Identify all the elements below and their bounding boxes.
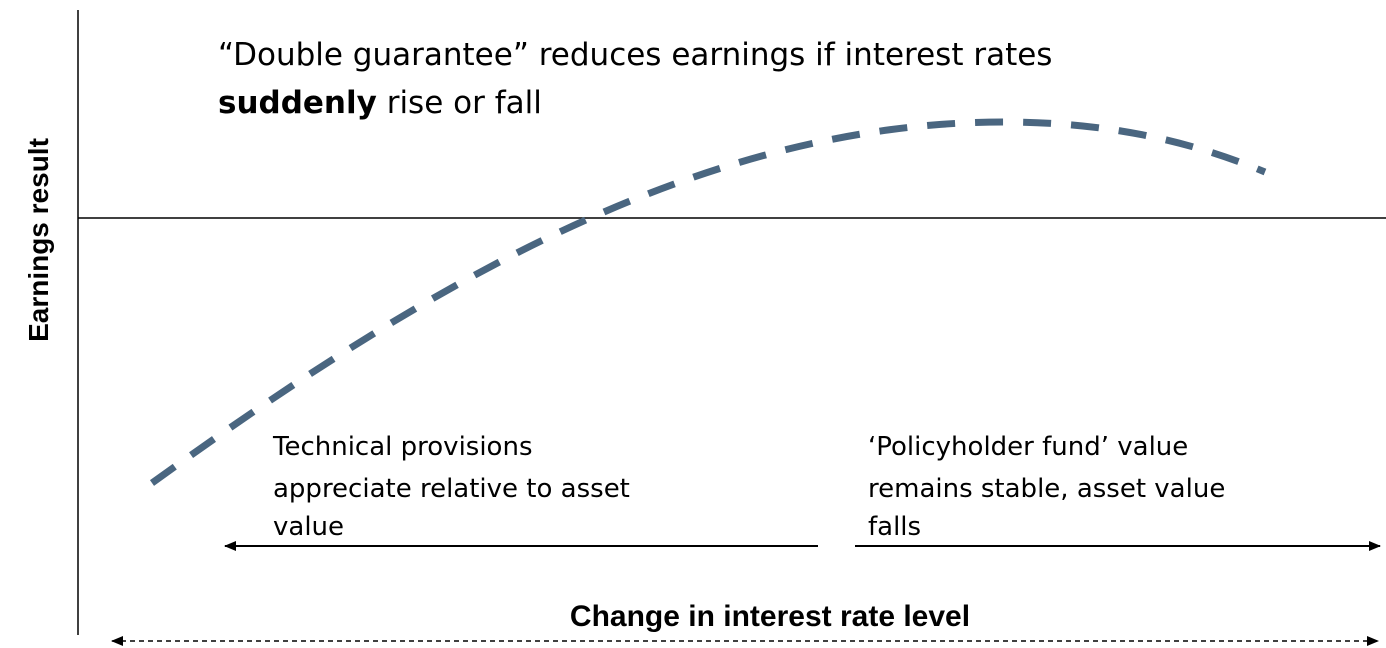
annotation-line: ‘Policyholder fund’ value [868,432,1188,462]
annotation-line: falls [868,512,921,542]
headline-line1: “Double guarantee” reduces earnings if i… [218,37,1052,73]
x-axis-label: Change in interest rate level [570,600,970,633]
headline-rest: rise or fall [377,85,542,121]
annotation-line: remains stable, asset value [868,474,1225,504]
headline-emphasis: suddenly [218,85,377,121]
annotation-line: Technical provisions [272,432,533,462]
y-axis-label: Earnings result [23,138,54,342]
annotation-line: value [273,512,344,542]
earnings-curve [149,118,1267,486]
annotation-line: appreciate relative to asset [273,474,630,504]
headline-line2: suddenly rise or fall [218,85,542,121]
